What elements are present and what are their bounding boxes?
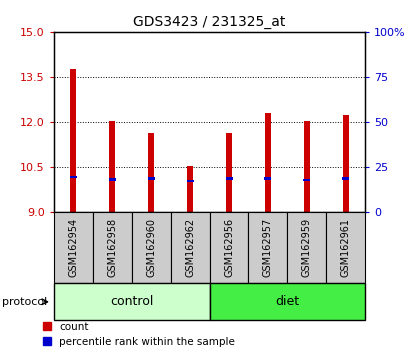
- Bar: [210, 283, 365, 320]
- Bar: [226, 133, 232, 212]
- Bar: [109, 178, 116, 181]
- Bar: [110, 121, 115, 212]
- Bar: [71, 69, 76, 212]
- Legend: count, percentile rank within the sample: count, percentile rank within the sample: [43, 322, 235, 347]
- Bar: [132, 212, 171, 283]
- Text: protocol: protocol: [2, 297, 47, 307]
- Bar: [148, 133, 154, 212]
- Bar: [303, 179, 310, 181]
- Bar: [342, 177, 349, 180]
- Bar: [93, 212, 132, 283]
- Text: GSM162954: GSM162954: [68, 218, 78, 278]
- Text: GSM162960: GSM162960: [146, 218, 156, 277]
- Bar: [326, 212, 365, 283]
- Title: GDS3423 / 231325_at: GDS3423 / 231325_at: [133, 16, 286, 29]
- Bar: [264, 177, 271, 180]
- Text: GSM162962: GSM162962: [185, 218, 195, 278]
- Text: GSM162961: GSM162961: [341, 218, 351, 277]
- Text: GSM162956: GSM162956: [224, 218, 234, 278]
- Bar: [54, 283, 210, 320]
- Text: GSM162959: GSM162959: [302, 218, 312, 278]
- Bar: [265, 113, 271, 212]
- Bar: [210, 212, 249, 283]
- Bar: [171, 212, 210, 283]
- Bar: [187, 179, 194, 182]
- Bar: [249, 212, 287, 283]
- Bar: [148, 177, 155, 180]
- Bar: [225, 177, 232, 180]
- Bar: [304, 121, 310, 212]
- Text: control: control: [110, 295, 154, 308]
- Bar: [70, 176, 77, 178]
- Bar: [343, 115, 349, 212]
- Bar: [54, 212, 93, 283]
- Text: diet: diet: [275, 295, 300, 308]
- Bar: [287, 212, 326, 283]
- Text: GSM162958: GSM162958: [107, 218, 117, 278]
- Text: GSM162957: GSM162957: [263, 218, 273, 278]
- Bar: [187, 166, 193, 212]
